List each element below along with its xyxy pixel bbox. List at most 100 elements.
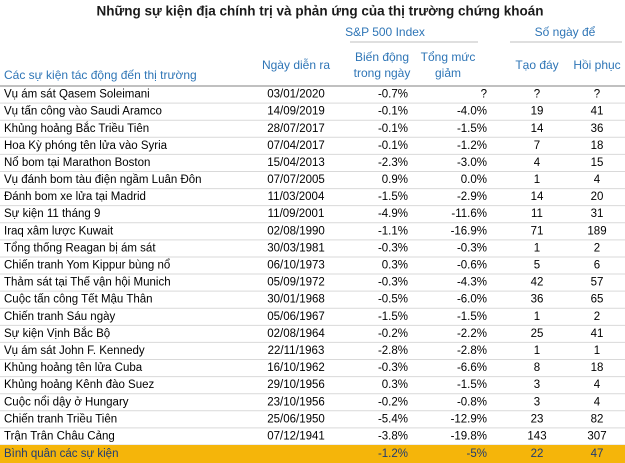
cell: Sự kiện 11 tháng 9 — [4, 208, 100, 220]
cell: 25 — [531, 328, 544, 340]
footer-cell: 47 — [591, 448, 604, 460]
cell: 05/09/1972 — [267, 277, 325, 289]
cell: 14 — [531, 191, 544, 203]
cell: 15/04/2013 — [267, 157, 325, 169]
cell: 28/07/2017 — [267, 123, 325, 135]
column-header: Tạo đáy — [515, 58, 558, 72]
cell: 2 — [594, 242, 600, 254]
cell: 30/03/1981 — [267, 242, 325, 254]
cell: 07/04/2017 — [267, 140, 325, 152]
cell: 30/01/1968 — [267, 294, 325, 306]
cell: 36 — [591, 123, 604, 135]
cell: -0.8% — [457, 396, 487, 408]
cell: 25/06/1950 — [267, 413, 325, 425]
footer-band — [0, 445, 625, 463]
cell: Khủng hoảng Kênh đào Suez — [4, 379, 155, 391]
cell: -0.2% — [378, 328, 408, 340]
cell: 307 — [587, 430, 606, 442]
cell: 07/12/1941 — [267, 430, 325, 442]
cell: 23/10/1956 — [267, 396, 325, 408]
cell: -3.0% — [457, 157, 487, 169]
cell: -4.0% — [457, 106, 487, 118]
footer-cell: Bình quân các sự kiện — [4, 448, 118, 460]
cell: Cuộc nổi dậy ở Hungary — [4, 396, 129, 408]
cell: Vụ đánh bom tàu điện ngầm Luân Đôn — [4, 174, 202, 186]
footer-cell: -1.2% — [378, 448, 408, 460]
cell: 02/08/1990 — [267, 225, 325, 237]
cell: Nổ bom tại Marathon Boston — [4, 157, 150, 169]
cell: 22/11/1963 — [268, 345, 325, 357]
cell: -0.1% — [378, 106, 408, 118]
cell: 19 — [531, 106, 544, 118]
cell: -1.5% — [457, 311, 487, 323]
cell: 1 — [594, 345, 600, 357]
cell: 31 — [591, 208, 604, 220]
column-header: Các sự kiện tác động đến thị trường — [4, 68, 197, 82]
cell: -2.8% — [457, 345, 487, 357]
cell: Trận Trân Châu Cảng — [4, 430, 115, 442]
cell: 65 — [591, 294, 604, 306]
cell: Hoa Kỳ phóng tên lửa vào Syria — [4, 140, 168, 152]
cell: 1 — [534, 345, 540, 357]
title: Những sự kiện địa chính trị và phản ứng … — [96, 4, 543, 19]
cell: -0.1% — [378, 140, 408, 152]
cell: -6.0% — [457, 294, 487, 306]
cell: -0.5% — [378, 294, 408, 306]
cell: Vụ ám sát John F. Kennedy — [4, 345, 145, 357]
cell: ? — [481, 89, 487, 101]
cell: ? — [534, 89, 540, 101]
cell: 82 — [591, 413, 604, 425]
cell: 143 — [527, 430, 546, 442]
cell: -4.3% — [457, 277, 487, 289]
cell: -3.8% — [378, 430, 408, 442]
cell: Vụ ám sát Qasem Soleimani — [4, 89, 150, 101]
cell: 8 — [534, 362, 540, 374]
cell: 57 — [591, 277, 604, 289]
cell: 4 — [594, 379, 601, 391]
cell: Đánh bom xe lửa tại Madrid — [4, 191, 146, 203]
cell: 11/03/2004 — [268, 191, 325, 203]
cell: 3 — [534, 396, 540, 408]
cell: Iraq xâm lược Kuwait — [4, 225, 114, 237]
cell: Tổng thống Reagan bị ám sát — [4, 242, 156, 254]
cell: -2.3% — [378, 157, 408, 169]
cell: -0.3% — [378, 277, 408, 289]
column-header: Hồi phục — [573, 58, 620, 72]
cell: 18 — [591, 362, 604, 374]
cell: 14/09/2019 — [267, 106, 325, 118]
cell: -5.4% — [378, 413, 408, 425]
cell: 11/09/2001 — [268, 208, 325, 220]
cell: Cuộc tấn công Tết Mậu Thân — [4, 294, 153, 306]
cell: 5 — [534, 260, 540, 272]
cell: 0.9% — [382, 174, 408, 186]
cell: -0.3% — [457, 242, 487, 254]
cell: -2.2% — [457, 328, 487, 340]
cell: 16/10/1962 — [267, 362, 325, 374]
cell: 11 — [531, 208, 543, 220]
cell: 15 — [591, 157, 604, 169]
cell: -6.6% — [457, 362, 487, 374]
group-header: S&P 500 Index — [345, 25, 425, 39]
cell: 1 — [534, 174, 540, 186]
cell: 05/06/1967 — [267, 311, 325, 323]
cell: 36 — [531, 294, 544, 306]
cell: 02/08/1964 — [267, 328, 325, 340]
cell: 7 — [534, 140, 540, 152]
cell: 29/10/1956 — [267, 379, 325, 391]
cell: -2.9% — [457, 191, 487, 203]
cell: 0.3% — [382, 379, 408, 391]
cell: -1.5% — [457, 123, 487, 135]
cell: -1.2% — [457, 140, 487, 152]
cell: Chiến tranh Sáu ngày — [4, 311, 115, 323]
cell: 23 — [531, 413, 544, 425]
cell: -19.8% — [451, 430, 487, 442]
cell: 71 — [531, 225, 544, 237]
footer-cell: 22 — [531, 448, 544, 460]
cell: 41 — [591, 328, 604, 340]
cell: Thảm sát tại Thế vận hội Munich — [4, 277, 171, 289]
cell: 20 — [591, 191, 604, 203]
cell: 42 — [531, 277, 544, 289]
cell: -1.5% — [378, 311, 408, 323]
cell: Chiến tranh Triều Tiên — [4, 413, 117, 425]
